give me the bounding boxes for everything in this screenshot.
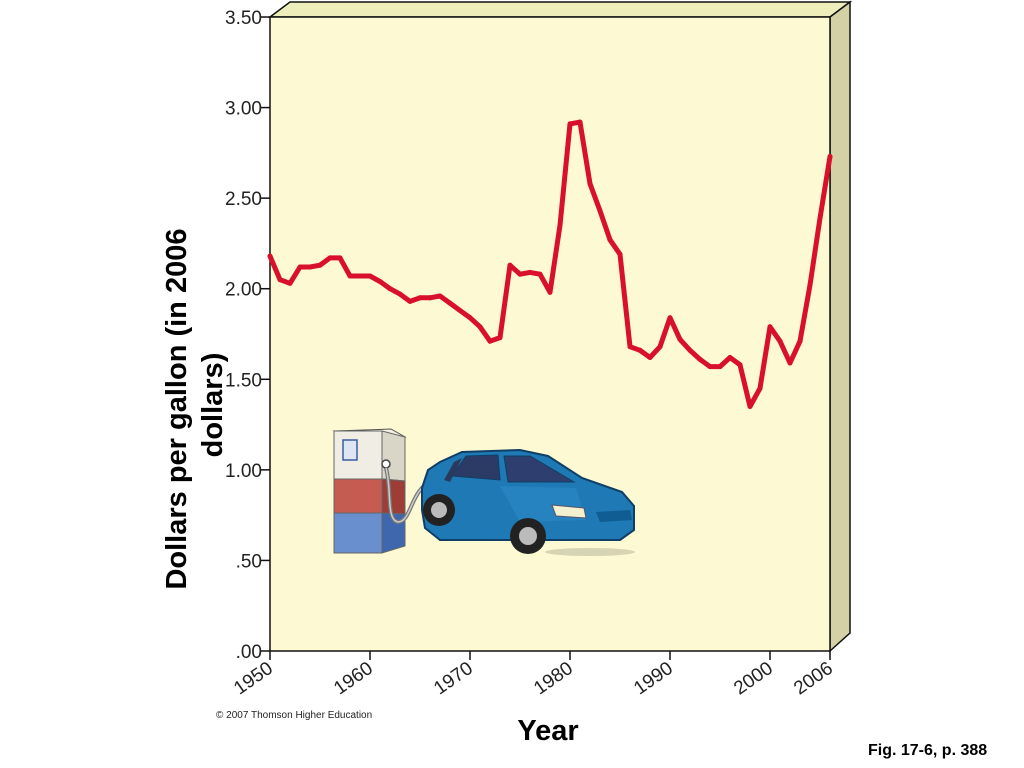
data-point (667, 315, 673, 321)
data-point (507, 262, 513, 268)
data-point (777, 338, 783, 344)
plot-area (269, 16, 831, 652)
data-point (727, 355, 733, 360)
data-point (327, 255, 333, 261)
data-point (797, 338, 803, 344)
data-point (787, 360, 793, 366)
y-tick-label: .50 (236, 551, 262, 572)
data-point (697, 356, 703, 362)
data-point (537, 271, 543, 277)
data-point (517, 271, 523, 277)
data-point (737, 362, 743, 368)
data-point (687, 347, 693, 353)
x-axis-ticks: 1950 1960 1970 1980 1990 2000 2006 (230, 651, 837, 699)
x-tick-label: 2000 (730, 658, 777, 699)
y-axis-ticks: .00 .50 1.00 1.50 2.00 2.50 3.00 3.50 (225, 8, 270, 663)
x-tick-label: 1960 (330, 658, 377, 699)
x-axis-title: Year (517, 715, 578, 747)
data-point (387, 286, 393, 292)
copyright-notice: © 2007 Thomson Higher Education (216, 710, 373, 721)
data-point (637, 347, 643, 353)
data-point (527, 269, 533, 275)
y-tick-label: 1.50 (225, 370, 262, 391)
plot-box-top (267, 1, 853, 18)
data-point (627, 344, 633, 350)
data-point (577, 119, 583, 125)
data-point (347, 273, 353, 279)
y-axis-title-line-2: dollars) (197, 353, 229, 458)
data-point (677, 336, 683, 342)
plot-box-side (829, 0, 851, 653)
data-point (467, 315, 473, 321)
y-tick-label: 1.00 (225, 461, 262, 482)
x-tick-label: 1950 (230, 658, 277, 699)
data-point (377, 279, 383, 284)
data-point (287, 280, 293, 286)
data-point (717, 364, 723, 370)
data-point (417, 295, 423, 301)
data-point (337, 255, 343, 261)
data-point (477, 324, 483, 330)
figure-caption: Fig. 17-6, p. 388 (868, 742, 988, 759)
y-tick-label: .00 (236, 642, 262, 663)
data-point (407, 298, 413, 304)
data-point (487, 338, 493, 344)
y-axis-title: Dollars per gallon (in 2006 dollars) (161, 220, 229, 589)
data-point (497, 335, 503, 341)
series-points (267, 119, 833, 409)
y-axis-title-line-1: Dollars per gallon (in 2006 (161, 229, 193, 590)
data-point (547, 289, 553, 295)
data-point (567, 121, 573, 127)
data-point (457, 308, 463, 313)
x-tick-label: 2006 (790, 658, 837, 699)
car-icon (421, 448, 635, 556)
x-tick-label: 1990 (630, 658, 677, 699)
data-point (317, 262, 323, 268)
data-point (397, 291, 403, 297)
data-point (767, 324, 773, 330)
data-point (427, 295, 433, 301)
x-tick-label: 1970 (430, 658, 477, 699)
data-point (757, 385, 763, 391)
data-point (657, 344, 663, 350)
data-point (367, 273, 373, 279)
y-tick-label: 3.50 (225, 8, 262, 29)
y-tick-label: 2.50 (225, 189, 262, 210)
data-point (357, 273, 363, 279)
data-point (707, 364, 713, 370)
data-point (827, 154, 833, 159)
data-point (807, 282, 813, 288)
y-tick-label: 3.00 (225, 99, 262, 120)
data-point (617, 251, 623, 257)
gas-pump-icon (332, 428, 441, 554)
data-point (437, 293, 443, 299)
y-tick-label: 2.00 (225, 280, 262, 301)
data-point (597, 208, 603, 214)
data-point (647, 355, 653, 360)
data-point (557, 222, 563, 228)
data-point (587, 181, 593, 187)
data-point (607, 237, 613, 243)
data-point (747, 404, 753, 409)
data-point (267, 253, 273, 259)
data-point (277, 277, 283, 283)
x-tick-label: 1980 (530, 658, 577, 699)
data-point (817, 215, 823, 221)
data-point (297, 264, 303, 270)
data-point (307, 264, 313, 270)
data-point (447, 300, 453, 306)
